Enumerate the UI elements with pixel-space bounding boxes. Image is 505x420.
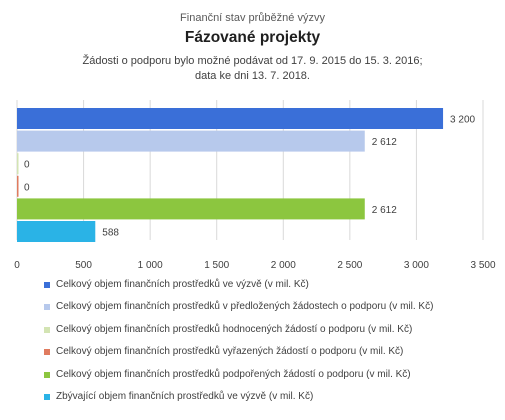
bar-3 [17,175,19,197]
legend-item-4: Celkový objem finančních prostředků podp… [44,369,499,391]
bars [17,108,444,242]
data-label-1: 2 612 [372,137,397,148]
data-label-5: 588 [102,228,119,239]
legend-swatch-2 [44,326,50,333]
legend-item-3: Celkový objem finančních prostředků vyřa… [44,346,499,368]
x-tick-label-6: 3 000 [404,260,429,271]
x-tick-label-4: 2 000 [271,260,296,271]
chart-subtitle: Žádosti o podporu bylo možné podávat od … [0,54,505,84]
x-tick-labels: 0 500 1 000 1 500 2 000 2 500 3 000 3 500 [14,260,496,271]
x-tick-label-1: 500 [75,260,92,271]
legend-swatch-0 [44,282,50,288]
bar-4 [17,198,365,220]
legend-item-2: Celkový objem finančních prostředků hodn… [44,324,499,346]
bar-0 [17,108,444,129]
legend-label-4: Celkový objem finančních prostředků podp… [56,368,411,380]
data-label-3: 0 [24,182,30,193]
chart-top-title: Finanční stav průběžné výzvy [180,12,325,24]
data-label-2: 0 [24,160,30,171]
x-tick-label-7: 3 500 [470,260,495,271]
legend-label-2: Celkový objem finančních prostředků hodn… [56,323,413,335]
legend-item-5: Zbývající objem finančních prostředků ve… [44,391,499,413]
data-label-0: 3 200 [450,115,475,126]
legend-label-5: Zbývající objem finančních prostředků ve… [56,390,314,402]
x-tick-label-5: 2 500 [337,260,362,271]
legend-swatch-1 [44,304,50,311]
x-tick-label-3: 1 500 [204,260,229,271]
x-tick-label-0: 0 [14,260,20,271]
data-labels: 3 200 2 612 0 0 2 612 588 [24,115,476,239]
bar-2 [17,153,19,175]
bar-1 [17,130,365,152]
legend-swatch-4 [44,371,50,378]
legend-swatch-3 [44,349,50,356]
legend-item-1: Celkový objem finančních prostředků v př… [44,301,499,323]
legend-label-3: Celkový objem finančních prostředků vyřa… [56,346,404,358]
chart-subtitle-line-2: data ke dni 13. 7. 2018. [195,70,310,82]
legend: Celkový objem finančních prostředků ve v… [44,279,499,413]
legend-label-0: Celkový objem finančních prostředků ve v… [56,279,309,290]
legend-label-1: Celkový objem finančních prostředků v př… [56,301,434,313]
data-label-4: 2 612 [372,205,397,216]
legend-swatch-5 [44,393,50,400]
bar-5 [17,221,96,242]
legend-item-0: Celkový objem finančních prostředků ve v… [44,279,499,301]
plot-area: 3 200 2 612 0 0 2 612 588 0 500 1 000 1 500 2 000… [14,100,496,271]
x-tick-label-2: 1 000 [138,260,163,271]
chart-title: Fázované projekty [184,29,321,46]
chart-subtitle-line-1: Žádosti o podporu bylo možné podávat od … [82,55,423,67]
